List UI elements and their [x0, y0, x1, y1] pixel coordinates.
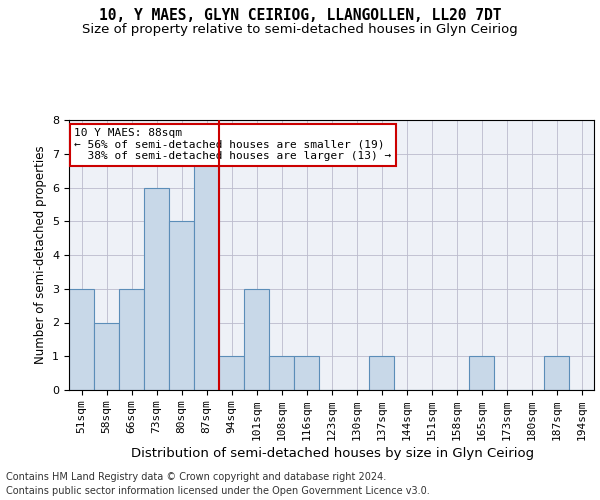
Text: Contains HM Land Registry data © Crown copyright and database right 2024.: Contains HM Land Registry data © Crown c…	[6, 472, 386, 482]
Text: Distribution of semi-detached houses by size in Glyn Ceiriog: Distribution of semi-detached houses by …	[131, 448, 535, 460]
Text: 10, Y MAES, GLYN CEIRIOG, LLANGOLLEN, LL20 7DT: 10, Y MAES, GLYN CEIRIOG, LLANGOLLEN, LL…	[99, 8, 501, 22]
Bar	[119, 289, 144, 390]
Text: Size of property relative to semi-detached houses in Glyn Ceiriog: Size of property relative to semi-detach…	[82, 22, 518, 36]
Bar	[294, 356, 319, 390]
Bar	[144, 188, 169, 390]
Bar	[244, 289, 269, 390]
Bar	[69, 289, 94, 390]
Text: 10 Y MAES: 88sqm
← 56% of semi-detached houses are smaller (19)
  38% of semi-de: 10 Y MAES: 88sqm ← 56% of semi-detached …	[74, 128, 392, 162]
Bar	[469, 356, 494, 390]
Bar	[269, 356, 294, 390]
Text: Contains public sector information licensed under the Open Government Licence v3: Contains public sector information licen…	[6, 486, 430, 496]
Bar	[169, 221, 194, 390]
Y-axis label: Number of semi-detached properties: Number of semi-detached properties	[34, 146, 47, 364]
Bar	[369, 356, 394, 390]
Bar	[219, 356, 244, 390]
Bar	[544, 356, 569, 390]
Bar	[94, 322, 119, 390]
Bar	[194, 154, 219, 390]
